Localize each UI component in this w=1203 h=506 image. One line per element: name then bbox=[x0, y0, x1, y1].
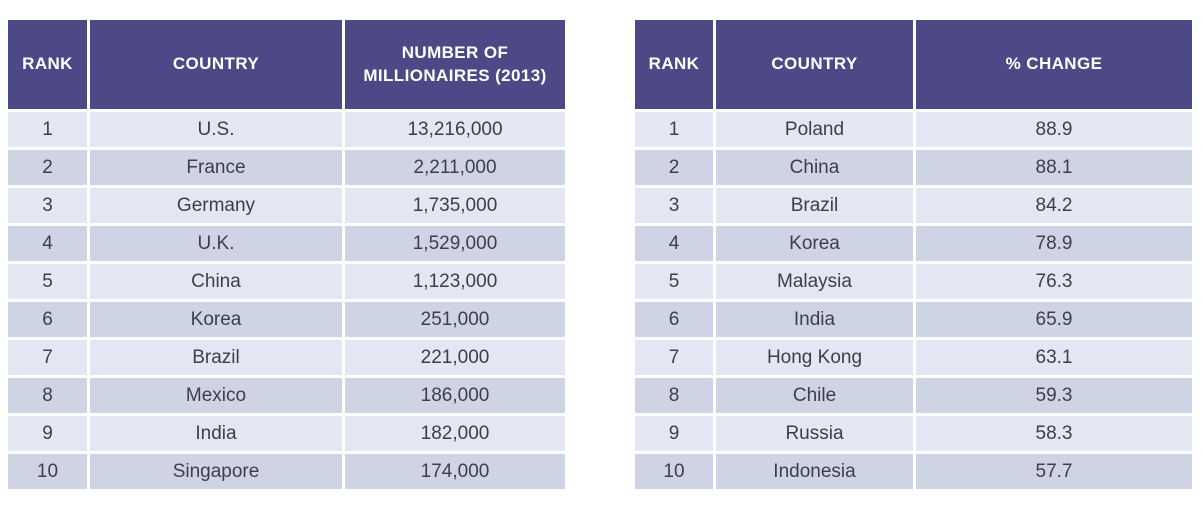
rank-cell: 5 bbox=[8, 264, 87, 299]
country-cell: India bbox=[90, 416, 342, 451]
country-cell: Korea bbox=[716, 226, 913, 261]
header-cell-country: COUNTRY bbox=[716, 20, 913, 109]
rank-cell: 1 bbox=[8, 112, 87, 147]
value-cell: 88.9 bbox=[916, 112, 1192, 147]
country-cell: Russia bbox=[716, 416, 913, 451]
value-cell: 1,735,000 bbox=[345, 188, 565, 223]
value-cell: 2,211,000 bbox=[345, 150, 565, 185]
value-cell: 65.9 bbox=[916, 302, 1192, 337]
value-cell: 1,123,000 bbox=[345, 264, 565, 299]
value-cell: 58.3 bbox=[916, 416, 1192, 451]
rank-cell: 6 bbox=[8, 302, 87, 337]
value-cell: 88.1 bbox=[916, 150, 1192, 185]
value-cell: 221,000 bbox=[345, 340, 565, 375]
value-cell: 76.3 bbox=[916, 264, 1192, 299]
country-cell: Germany bbox=[90, 188, 342, 223]
country-cell: Hong Kong bbox=[716, 340, 913, 375]
rank-cell: 5 bbox=[635, 264, 713, 299]
value-cell: 59.3 bbox=[916, 378, 1192, 413]
value-cell: 174,000 bbox=[345, 454, 565, 489]
value-cell: 78.9 bbox=[916, 226, 1192, 261]
country-cell: Korea bbox=[90, 302, 342, 337]
country-cell: China bbox=[90, 264, 342, 299]
value-cell: 84.2 bbox=[916, 188, 1192, 223]
rank-cell: 1 bbox=[635, 112, 713, 147]
header-cell-rank: RANK bbox=[8, 20, 87, 109]
country-cell: Indonesia bbox=[716, 454, 913, 489]
country-cell: France bbox=[90, 150, 342, 185]
country-cell: U.S. bbox=[90, 112, 342, 147]
value-cell: 186,000 bbox=[345, 378, 565, 413]
rank-cell: 8 bbox=[635, 378, 713, 413]
country-cell: Brazil bbox=[716, 188, 913, 223]
country-cell: China bbox=[716, 150, 913, 185]
country-cell: Poland bbox=[716, 112, 913, 147]
rank-cell: 4 bbox=[8, 226, 87, 261]
country-cell: Singapore bbox=[90, 454, 342, 489]
value-cell: 57.7 bbox=[916, 454, 1192, 489]
rank-cell: 10 bbox=[635, 454, 713, 489]
rank-cell: 9 bbox=[635, 416, 713, 451]
rank-cell: 10 bbox=[8, 454, 87, 489]
header-cell-rank: RANK bbox=[635, 20, 713, 109]
millionaires-table: RANK COUNTRY NUMBER OF MILLIONAIRES (2013)… bbox=[8, 20, 565, 489]
rank-cell: 7 bbox=[8, 340, 87, 375]
rank-cell: 3 bbox=[8, 188, 87, 223]
value-cell: 182,000 bbox=[345, 416, 565, 451]
country-cell: Mexico bbox=[90, 378, 342, 413]
rank-cell: 9 bbox=[8, 416, 87, 451]
rank-cell: 2 bbox=[635, 150, 713, 185]
rank-cell: 8 bbox=[8, 378, 87, 413]
percent-change-table: RANK COUNTRY% CHANGE 1 Poland 88.9 2 China 88.1… bbox=[635, 20, 1192, 489]
header-cell-country: COUNTRY bbox=[90, 20, 342, 109]
value-cell: 1,529,000 bbox=[345, 226, 565, 261]
value-cell: 251,000 bbox=[345, 302, 565, 337]
rank-cell: 2 bbox=[8, 150, 87, 185]
rank-cell: 7 bbox=[635, 340, 713, 375]
rank-cell: 6 bbox=[635, 302, 713, 337]
country-cell: U.K. bbox=[90, 226, 342, 261]
value-cell: 63.1 bbox=[916, 340, 1192, 375]
country-cell: Chile bbox=[716, 378, 913, 413]
rank-cell: 4 bbox=[635, 226, 713, 261]
rank-cell: 3 bbox=[635, 188, 713, 223]
country-cell: Brazil bbox=[90, 340, 342, 375]
country-cell: Malaysia bbox=[716, 264, 913, 299]
header-cell-value: NUMBER OF MILLIONAIRES (2013) bbox=[345, 20, 565, 109]
country-cell: India bbox=[716, 302, 913, 337]
value-cell: 13,216,000 bbox=[345, 112, 565, 147]
header-cell-value: % CHANGE bbox=[916, 20, 1192, 109]
